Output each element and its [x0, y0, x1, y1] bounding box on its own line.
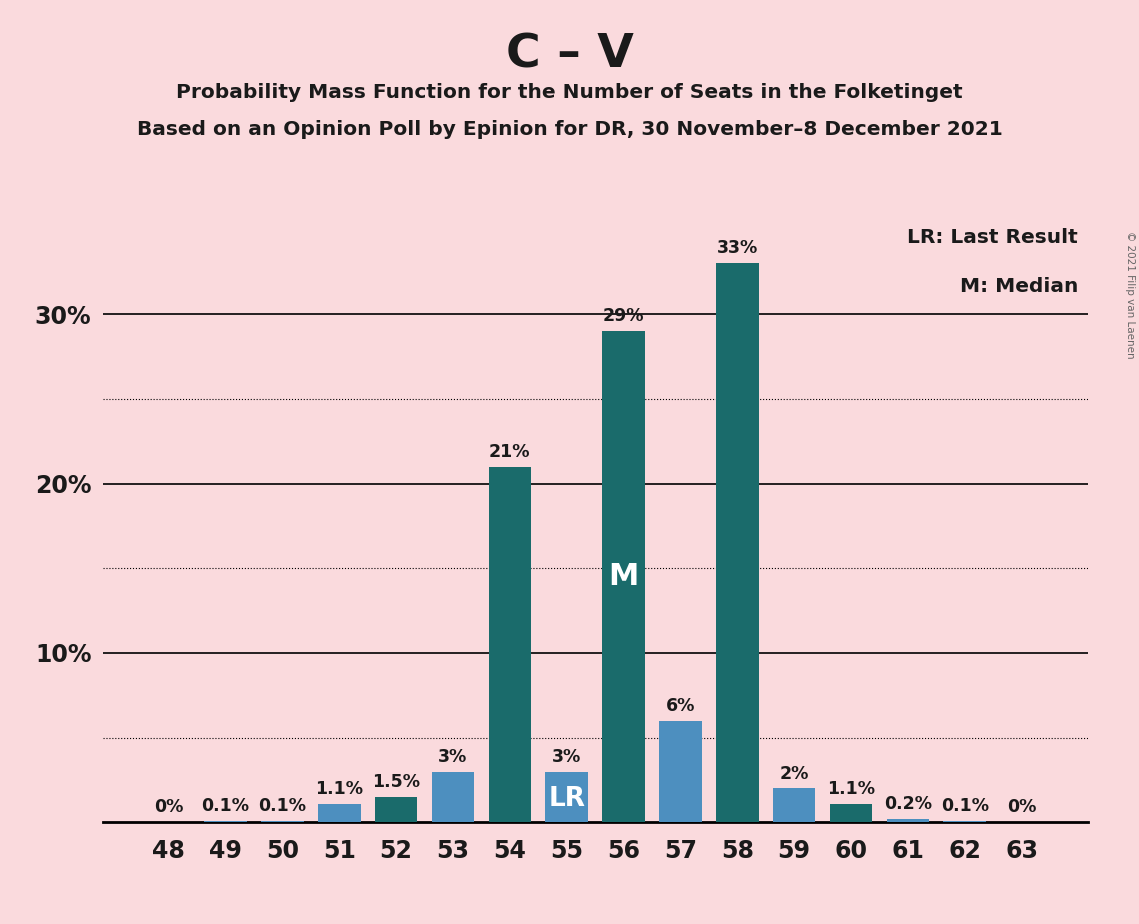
- Bar: [603, 331, 645, 822]
- Bar: [546, 772, 588, 822]
- Bar: [432, 772, 474, 822]
- Text: Probability Mass Function for the Number of Seats in the Folketinget: Probability Mass Function for the Number…: [177, 83, 962, 103]
- Text: 0%: 0%: [154, 798, 183, 817]
- Text: 1.5%: 1.5%: [372, 773, 420, 791]
- Text: © 2021 Filip van Laenen: © 2021 Filip van Laenen: [1125, 231, 1134, 359]
- Bar: [943, 821, 986, 822]
- Text: 0%: 0%: [1007, 798, 1036, 817]
- Bar: [773, 788, 816, 822]
- Bar: [489, 467, 531, 822]
- Bar: [886, 819, 929, 822]
- Bar: [261, 821, 304, 822]
- Text: C – V: C – V: [506, 32, 633, 78]
- Bar: [204, 821, 247, 822]
- Text: 2%: 2%: [779, 764, 809, 783]
- Text: M: M: [608, 562, 639, 591]
- Bar: [716, 263, 759, 822]
- Text: 0.2%: 0.2%: [884, 795, 932, 813]
- Bar: [375, 796, 417, 822]
- Text: 33%: 33%: [716, 239, 757, 258]
- Text: Based on an Opinion Poll by Epinion for DR, 30 November–8 December 2021: Based on an Opinion Poll by Epinion for …: [137, 120, 1002, 140]
- Text: 0.1%: 0.1%: [259, 796, 306, 815]
- Text: 0.1%: 0.1%: [202, 796, 249, 815]
- Text: M: Median: M: Median: [959, 276, 1077, 296]
- Text: 0.1%: 0.1%: [941, 796, 989, 815]
- Text: 1.1%: 1.1%: [827, 780, 875, 797]
- Text: 29%: 29%: [603, 307, 645, 325]
- Bar: [659, 721, 702, 822]
- Bar: [829, 804, 872, 822]
- Text: 6%: 6%: [665, 697, 695, 715]
- Text: LR: LR: [548, 786, 585, 812]
- Text: 3%: 3%: [439, 748, 468, 766]
- Text: 3%: 3%: [552, 748, 581, 766]
- Bar: [318, 804, 361, 822]
- Text: LR: Last Result: LR: Last Result: [907, 227, 1077, 247]
- Text: 1.1%: 1.1%: [316, 780, 363, 797]
- Text: 21%: 21%: [489, 443, 531, 461]
